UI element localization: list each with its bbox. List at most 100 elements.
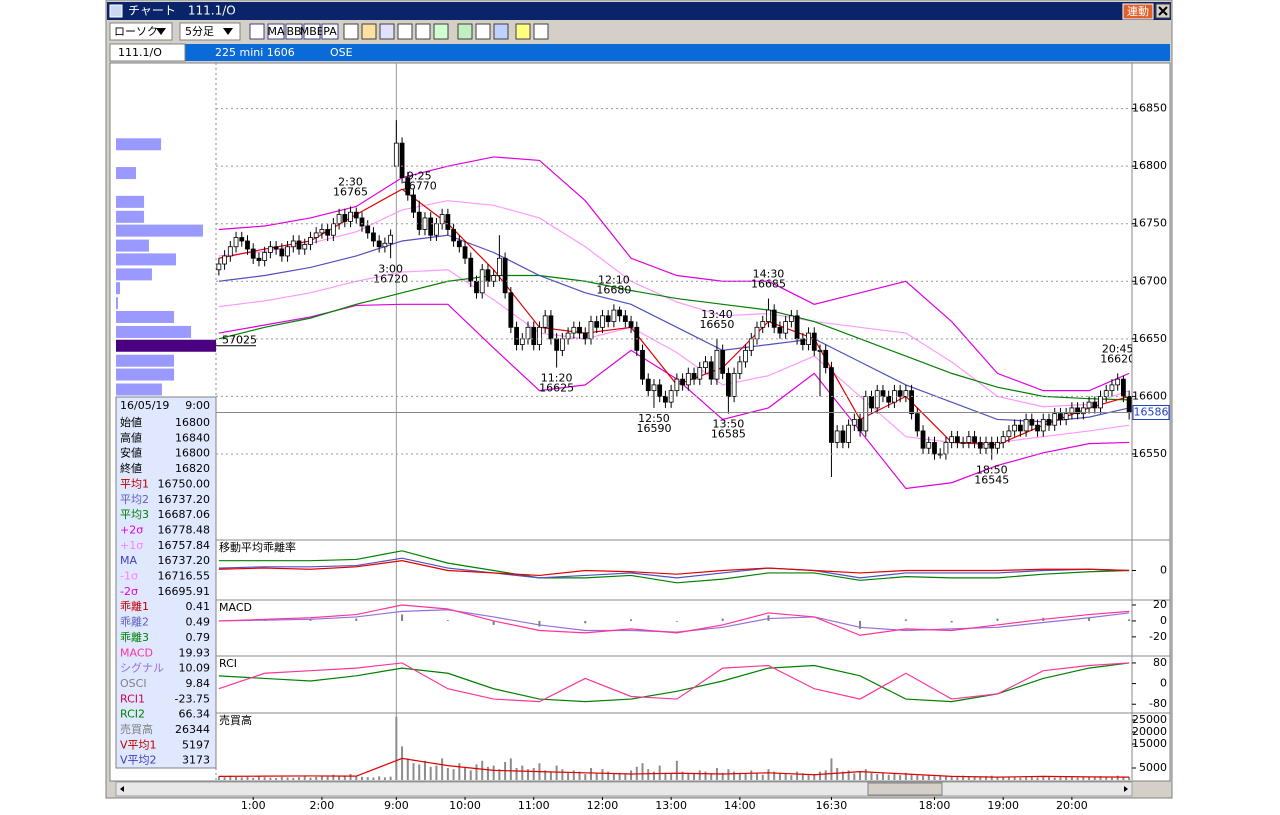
info-label: V平均1 [120, 738, 157, 751]
toolbar-icon[interactable] [493, 23, 509, 40]
profile-bar [116, 325, 192, 338]
candle-body [846, 424, 852, 443]
toolbar-icon[interactable] [379, 23, 395, 40]
link-button-label[interactable]: 連動 [1127, 4, 1149, 18]
scrollbar[interactable] [115, 781, 1133, 797]
info-date: 16/05/19 [120, 399, 169, 412]
volume-bar [1007, 776, 1010, 780]
candle-body [216, 263, 222, 271]
profile-bar [116, 210, 145, 223]
toolbar-icon[interactable] [361, 23, 377, 40]
info-label: 高値 [120, 430, 142, 444]
toolbar-icon[interactable] [515, 23, 531, 40]
toolbar-icon[interactable] [415, 23, 431, 40]
toolbar-icon[interactable] [397, 23, 413, 40]
scroll-thumb[interactable] [867, 782, 943, 796]
candle-body [703, 361, 708, 369]
window-title: チャート 111.1/O [128, 4, 236, 18]
toolbar-icon[interactable] [433, 23, 449, 40]
annotation-price: 16625 [539, 382, 574, 395]
candle-body [1052, 413, 1058, 426]
candle-body [611, 309, 617, 322]
candle-body [743, 349, 748, 363]
volume-bar [687, 772, 690, 780]
candle-body [920, 430, 926, 449]
volume-bar [1042, 776, 1045, 780]
volume-bar [727, 769, 730, 780]
info-label: RCI2 [120, 708, 145, 721]
candle-body [680, 378, 685, 386]
candle-body [233, 237, 239, 248]
volume-bar [870, 772, 873, 780]
chart-type-dropdown[interactable] [109, 22, 173, 41]
volume-bar [435, 765, 438, 780]
candle-body [468, 257, 474, 282]
osci-bar [401, 614, 404, 621]
volume-bar [933, 776, 936, 780]
candle-body [548, 315, 554, 340]
candle-body [943, 442, 949, 455]
candle-body [674, 378, 680, 392]
candle-body [691, 372, 697, 380]
volume-bar [916, 775, 919, 780]
toolbar-icon[interactable] [457, 23, 473, 40]
candle-body [416, 211, 422, 230]
volume-bar [607, 771, 610, 780]
candle-body [697, 367, 703, 380]
candle-body [1098, 395, 1103, 409]
info-label: -1σ [120, 570, 138, 583]
candle-body [628, 321, 634, 328]
candle-body [949, 436, 955, 443]
symbol-name: 225 mini 1606 [215, 46, 295, 59]
info-label: OSCI [120, 677, 147, 690]
volume-bar [492, 765, 495, 780]
volume-bar [876, 774, 879, 780]
y-tick-label: 80 [1153, 656, 1167, 669]
x-tick-label: 1:00 [241, 799, 266, 811]
info-value: 16737.20 [158, 554, 211, 567]
toolbar-icon[interactable] [475, 23, 491, 40]
candle-body [559, 338, 565, 351]
interval-dropdown[interactable] [179, 22, 241, 41]
annotation-price: 16620 [1100, 352, 1135, 365]
link-button[interactable] [1122, 3, 1154, 20]
volume-bar [486, 766, 489, 780]
indicator-line [218, 560, 1130, 577]
volume-bar [641, 763, 644, 780]
interval[interactable]: 5分足 [185, 25, 214, 38]
info-label: +1σ [120, 539, 143, 552]
profile-bar [116, 368, 175, 381]
toolbar-icon[interactable] [533, 23, 549, 40]
volume-bar [767, 769, 770, 780]
info-value: 3173 [182, 754, 210, 767]
volume-bar [830, 758, 833, 780]
candle-body [262, 252, 268, 261]
candle-body [428, 217, 434, 236]
candle-body [496, 257, 502, 276]
info-value: 16716.55 [158, 570, 211, 583]
candle-body [405, 177, 411, 196]
volume-bar [710, 773, 713, 780]
info-value: 16750.00 [158, 477, 211, 490]
x-tick-label: 13:00 [655, 799, 687, 811]
volume-bar [332, 774, 335, 780]
profile-bar [116, 297, 118, 310]
annotation-price: 16545 [974, 474, 1009, 487]
volume-bar [498, 769, 501, 780]
candle-body [1017, 424, 1023, 432]
candle-body [531, 326, 537, 345]
candle-body [834, 430, 840, 443]
volume-bar [979, 777, 982, 780]
volume-bar [944, 775, 947, 780]
osci-bar [904, 619, 907, 621]
toolbar-icon[interactable] [249, 23, 265, 40]
chart-type[interactable]: ローソク [114, 25, 158, 38]
volume-bar [469, 770, 472, 780]
toolbar-icon-label: BB [286, 25, 301, 38]
y-tick-label: 15000 [1132, 737, 1167, 750]
volume-bar [275, 778, 278, 780]
toolbar-icon[interactable] [343, 23, 359, 40]
volume-bar [401, 746, 404, 780]
volume-bar [1070, 777, 1073, 780]
volume-bar [618, 772, 621, 780]
